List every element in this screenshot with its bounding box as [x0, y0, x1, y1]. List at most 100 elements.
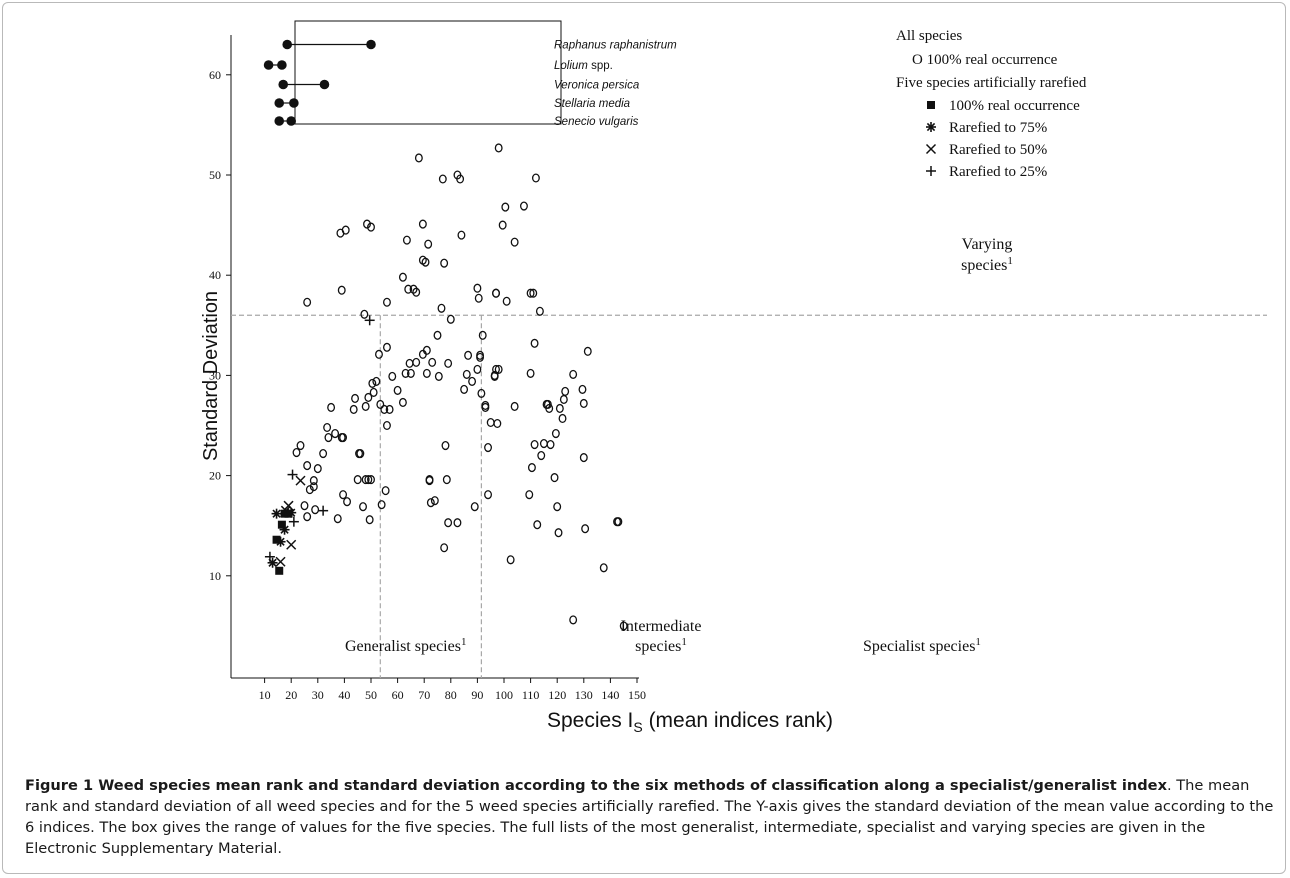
data-point-all-species [502, 296, 511, 306]
data-point-all-species [296, 440, 305, 451]
data-point-rarefied-cross [275, 556, 286, 567]
data-point-all-species [383, 342, 391, 352]
legend-marker-asterisk [926, 122, 936, 132]
data-point-all-species [323, 422, 332, 433]
region-label-varying-line2: species1 [961, 255, 1013, 274]
data-point-all-species [339, 432, 348, 443]
range-species-label: Stellaria media [554, 98, 630, 110]
data-point-all-species [553, 502, 562, 512]
range-max-dot [286, 116, 297, 126]
data-point-all-species [527, 463, 536, 473]
legend-label: Rarefied to 25% [949, 164, 1047, 180]
range-min-dot [274, 98, 285, 108]
caption-title: Figure 1 Weed species mean rank and stan… [25, 777, 1167, 794]
data-point-all-species [457, 230, 466, 240]
x-tick-label: 20 [285, 688, 297, 702]
data-point-all-species [510, 237, 519, 247]
data-point-all-species [412, 357, 421, 367]
figure-caption: Figure 1 Weed species mean rank and stan… [25, 775, 1275, 859]
data-point-all-species [343, 497, 352, 507]
data-point-all-species [525, 490, 534, 500]
legend-label: 100% real occurrence [949, 98, 1080, 114]
data-point-all-species [486, 417, 495, 428]
data-point-all-species [440, 258, 449, 268]
region-label-specialist: Specialist species1 [863, 636, 981, 655]
range-max-dot [366, 39, 376, 50]
legend-marker-cross [925, 143, 937, 155]
range-species-label: Lolium spp. [554, 60, 613, 72]
threshold-lines [231, 314, 1267, 678]
data-point-all-species [311, 505, 320, 515]
data-point-all-species [303, 297, 312, 307]
data-point-rarefied-plus [264, 551, 275, 562]
data-point-all-species [381, 486, 390, 496]
data-point-rarefied-plus [318, 505, 329, 516]
data-point-all-species [426, 498, 435, 508]
data-point-all-species [569, 369, 578, 379]
data-point-all-species [363, 219, 371, 229]
legend-all-item: O 100% real occurrence [912, 52, 1058, 68]
data-point-all-species [481, 402, 490, 413]
data-point-all-species [460, 384, 469, 394]
data-point-all-species [529, 288, 538, 298]
range-species-label: Senecio vulgaris [554, 116, 639, 128]
data-point-rarefied-asterisk [271, 508, 282, 519]
data-point-all-species [365, 515, 374, 525]
data-point-all-species [360, 309, 369, 319]
legend-marker-cross-stroke [925, 143, 937, 155]
data-point-all-species [359, 502, 367, 512]
data-point-rarefied-cross-stroke [280, 505, 291, 516]
region-label-generalist: Generalist species1 [345, 636, 466, 655]
range-box-border [294, 20, 562, 125]
data-point-all-species [468, 376, 477, 386]
data-point-all-species [554, 528, 563, 538]
legend-items: 100% real occurrence Rarefied to 75% Raref… [925, 98, 1080, 180]
data-point-rarefied-cross [286, 539, 297, 550]
data-point-all-species [473, 364, 482, 374]
region-label-varying-line1: Varying [962, 236, 1013, 253]
data-point-all-species [368, 378, 377, 388]
data-point-all-species [405, 358, 414, 368]
data-point-all-species [305, 485, 314, 495]
data-point-all-species [442, 475, 451, 485]
data-point-all-species [578, 384, 587, 394]
data-point-all-species [526, 288, 535, 298]
data-point-all-species [437, 303, 446, 313]
data-point-rarefied-cross [280, 505, 291, 516]
y-tick-label: 30 [209, 368, 221, 382]
data-point-all-species [341, 225, 350, 235]
data-point-all-species [535, 306, 544, 316]
legend: All species O 100% real occurrence Five … [896, 28, 1087, 180]
legend-all-title: All species [896, 28, 962, 44]
data-point-all-species [444, 358, 453, 368]
legend-marker-asterisk-stroke [926, 122, 936, 132]
data-point-all-species [520, 201, 528, 211]
data-point-all-species [530, 338, 539, 348]
data-point-all-species [493, 418, 502, 429]
data-point-all-species [494, 364, 503, 374]
y-tick-label: 10 [209, 569, 221, 583]
data-point-all-species [377, 500, 386, 510]
caption-text: . The mean rank and standard deviation o… [25, 777, 1274, 857]
legend-label: Rarefied to 75% [949, 120, 1047, 136]
data-point-rarefied-cross-stroke [283, 500, 294, 511]
data-point-all-species [401, 368, 410, 378]
range-box-intervals: Raphanus raphanistrum Lolium spp. Veronica… [263, 39, 677, 128]
data-point-all-species [303, 512, 312, 522]
data-point-all-species [446, 314, 455, 324]
data-point-all-species [558, 413, 567, 424]
data-point-all-species [579, 398, 588, 409]
data-point-all-species [364, 392, 373, 402]
data-point-all-species [494, 143, 503, 153]
data-point-all-species [526, 368, 535, 378]
data-point-rarefied-asterisk [275, 536, 286, 547]
data-point-all-species [510, 401, 519, 412]
data-point-all-species [444, 518, 453, 528]
range-species-label: Veronica persica [554, 80, 639, 92]
data-point-rarefied-asterisk-stroke [287, 508, 296, 517]
data-point-all-species [367, 222, 375, 232]
data-point-rarefied-asterisk-stroke [272, 509, 281, 518]
data-point-all-species [537, 451, 546, 461]
data-point-all-species [303, 461, 312, 471]
